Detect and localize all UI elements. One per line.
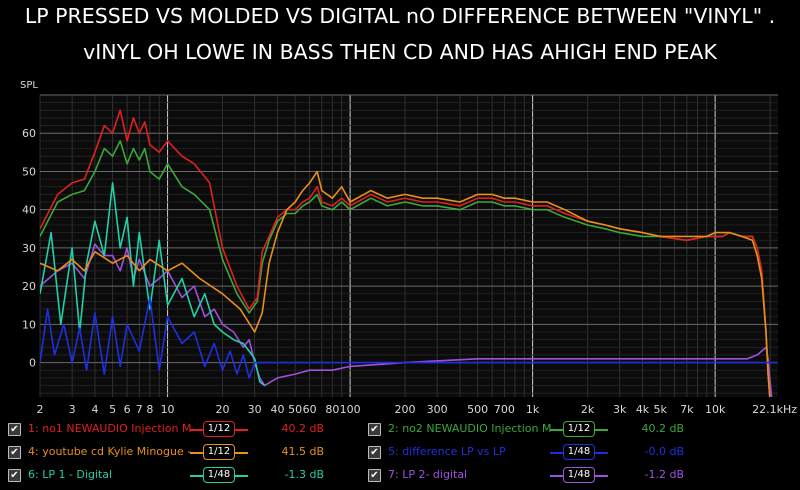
y-tick-label: 30 [22,242,36,255]
legend-series-name: 7: LP 2- digital [388,468,468,481]
legend-smoothing-badge[interactable]: 1/48 [203,467,235,483]
y-tick-label: 60 [22,127,36,140]
x-tick-label: 6 [124,403,131,416]
legend-item[interactable]: ✔ 7: LP 2- digital 1/48 -1.2 dB [368,467,728,487]
x-tick-label: 8 [146,403,153,416]
x-tick-label: 2 [37,403,44,416]
legend-item[interactable]: ✔ 5: difference LP vs LP 1/48 -0.0 dB [368,444,728,464]
series-line-4 [40,296,778,379]
x-tick-label: 100 [340,403,361,416]
x-tick-label: 300 [427,403,448,416]
x-tick-label: 50 [288,403,302,416]
legend-value: -0.0 dB [644,445,685,458]
x-tick-label: 3k [613,403,627,416]
legend-series-name: 1: no1 NEWAUDIO Injection M [28,422,192,435]
x-tick-label: 4k [636,403,650,416]
chart-title-line-1: LP PRESSED VS MOLDED VS DIGITAL nO DIFFE… [24,4,776,28]
plot-background [40,95,778,397]
x-tick-label: 2k [581,403,595,416]
legend-item[interactable]: ✔ 6: LP 1 - Digital 1/48 -1.3 dB [8,467,368,487]
legend-value: -1.2 dB [644,468,685,481]
legend-item[interactable]: ✔ 1: no1 NEWAUDIO Injection M 1/12 40.2 dB [8,421,368,441]
legend-series-name: 5: difference LP vs LP [388,445,506,458]
legend-value: -1.3 dB [284,468,325,481]
series-line-1 [40,109,771,397]
legend-checkbox[interactable]: ✔ [8,446,21,459]
legend-item[interactable]: ✔ 4: youtube cd Kylie Minogue - 1/12 41.5 d… [8,444,368,464]
chart-title-line-2: vINYL OH LOWE IN BASS THEN CD AND HAS AH… [83,40,717,64]
legend-checkbox[interactable]: ✔ [368,446,381,459]
x-tick-label: 60 [303,403,317,416]
x-tick-label: 500 [467,403,488,416]
legend-series-name: 6: LP 1 - Digital [28,468,113,481]
y-tick-label: 10 [22,318,36,331]
legend-value: 40.2 dB [641,422,684,435]
legend-checkbox[interactable]: ✔ [368,469,381,482]
y-axis-label: SPL [20,80,38,91]
legend-item[interactable]: ✔ 2: no2 NEWAUDIO Injection M 1/12 40.2 dB [368,421,728,441]
x-tick-label: 3 [69,403,76,416]
x-tick-label: 10k [705,403,726,416]
y-tick-label: 20 [22,280,36,293]
x-tick-label: 10 [161,403,175,416]
legend-series-name: 4: youtube cd Kylie Minogue - [28,445,192,458]
y-tick-label: 0 [29,357,36,370]
legend-checkbox[interactable]: ✔ [8,423,21,436]
series-line-5 [40,182,266,387]
x-tick-label: 5 [109,403,116,416]
y-tick-label: 40 [22,204,36,217]
legend-series-name: 2: no2 NEWAUDIO Injection M [388,422,552,435]
plot-area [40,109,778,397]
x-tick-label: 700 [494,403,515,416]
x-tick-label: 1k [526,403,540,416]
grid [39,94,778,397]
x-tick-label: 22.1kHz [752,403,797,416]
x-tick-label: 20 [216,403,230,416]
y-tick-label: 50 [22,165,36,178]
series-line-6 [40,243,773,397]
x-tick-label: 5k [654,403,668,416]
legend-checkbox[interactable]: ✔ [368,423,381,436]
x-tick-label: 200 [395,403,416,416]
legend-smoothing-badge[interactable]: 1/12 [203,444,235,460]
x-tick-label: 80 [325,403,339,416]
legend-value: 41.5 dB [281,445,324,458]
legend-smoothing-badge[interactable]: 1/12 [203,421,235,437]
legend-smoothing-badge[interactable]: 1/12 [563,421,595,437]
legend-smoothing-badge[interactable]: 1/48 [563,444,595,460]
x-tick-label: 4 [91,403,98,416]
series-line-3 [40,170,771,397]
x-tick-label: 7k [680,403,694,416]
x-tick-label: 40 [270,403,284,416]
legend-checkbox[interactable]: ✔ [8,469,21,482]
x-tick-label: 30 [248,403,262,416]
legend-smoothing-badge[interactable]: 1/48 [563,467,595,483]
legend-value: 40.2 dB [281,422,324,435]
x-tick-label: 7 [136,403,143,416]
